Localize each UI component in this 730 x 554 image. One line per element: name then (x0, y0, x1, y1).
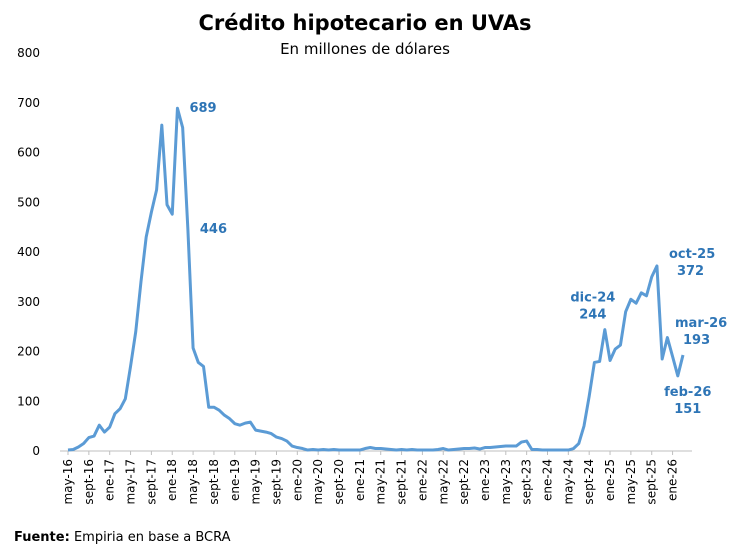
x-tick-label: ene-21 (353, 459, 367, 501)
value-label: 151 (674, 402, 701, 417)
point-label: oct-25 (669, 247, 715, 262)
x-tick-label: ene-20 (290, 459, 304, 501)
y-tick-label: 100 (17, 394, 40, 408)
x-tick-label: ene-25 (603, 459, 617, 501)
x-tick-label: may-18 (186, 459, 200, 505)
x-tick-label: sept-17 (144, 459, 158, 505)
x-tick-label: sept-16 (82, 459, 96, 505)
x-tick-label: ene-26 (666, 459, 680, 501)
x-tick-label: may-25 (624, 459, 638, 505)
source-note: Fuente: Empiria en base a BCRA (14, 530, 231, 545)
x-tick-label: ene-19 (228, 459, 242, 501)
x-tick-label: may-19 (249, 459, 263, 505)
point-label: dic-24 (570, 291, 615, 306)
x-tick-label: sept-20 (332, 459, 346, 505)
y-tick-label: 600 (17, 146, 40, 160)
y-tick-label: 400 (17, 245, 40, 259)
x-tick-label: sept-24 (582, 459, 596, 505)
value-label: 244 (579, 308, 606, 323)
chart-title: Crédito hipotecario en UVAs (199, 11, 532, 35)
x-tick-label: sept-19 (269, 459, 283, 505)
x-tick-label: may-17 (124, 459, 138, 505)
y-tick-label: 0 (32, 444, 40, 458)
x-tick-label: sept-25 (645, 459, 659, 505)
source: Empiria en base a BCRA (74, 530, 231, 545)
data-line (67, 106, 685, 452)
value-label: 372 (677, 264, 704, 279)
x-tick-label: sept-18 (207, 459, 221, 505)
x-tick-label: may-23 (499, 459, 513, 505)
x-tick-label: ene-18 (165, 459, 179, 501)
x-tick-label: ene-23 (478, 459, 492, 501)
x-tick-label: sept-22 (457, 459, 471, 505)
y-tick-label: 700 (17, 96, 40, 110)
x-tick-label: may-16 (61, 459, 75, 505)
x-tick-label: sept-23 (520, 459, 534, 505)
y-tick-label: 200 (17, 345, 40, 359)
source-label: Fuente: (14, 530, 70, 545)
x-tick-label: ene-22 (415, 459, 429, 501)
x-tick-label: may-20 (311, 459, 325, 505)
x-tick-label: may-22 (436, 459, 450, 505)
x-tick-label: ene-17 (103, 459, 117, 501)
chart-subtitle: En millones de dólares (280, 40, 450, 58)
point-label: mar-26 (675, 316, 727, 331)
y-tick-label: 800 (17, 46, 40, 60)
x-tick-label: ene-24 (540, 459, 554, 501)
value-label: 193 (683, 333, 710, 348)
value-label: 689 (189, 101, 216, 116)
x-tick-label: sept-21 (395, 459, 409, 505)
value-label: 446 (200, 222, 227, 237)
y-tick-label: 500 (17, 195, 40, 209)
x-tick-label: may-21 (374, 459, 388, 505)
point-label: feb-26 (664, 385, 711, 400)
y-tick-label: 300 (17, 295, 40, 309)
x-tick-label: may-24 (561, 459, 575, 505)
